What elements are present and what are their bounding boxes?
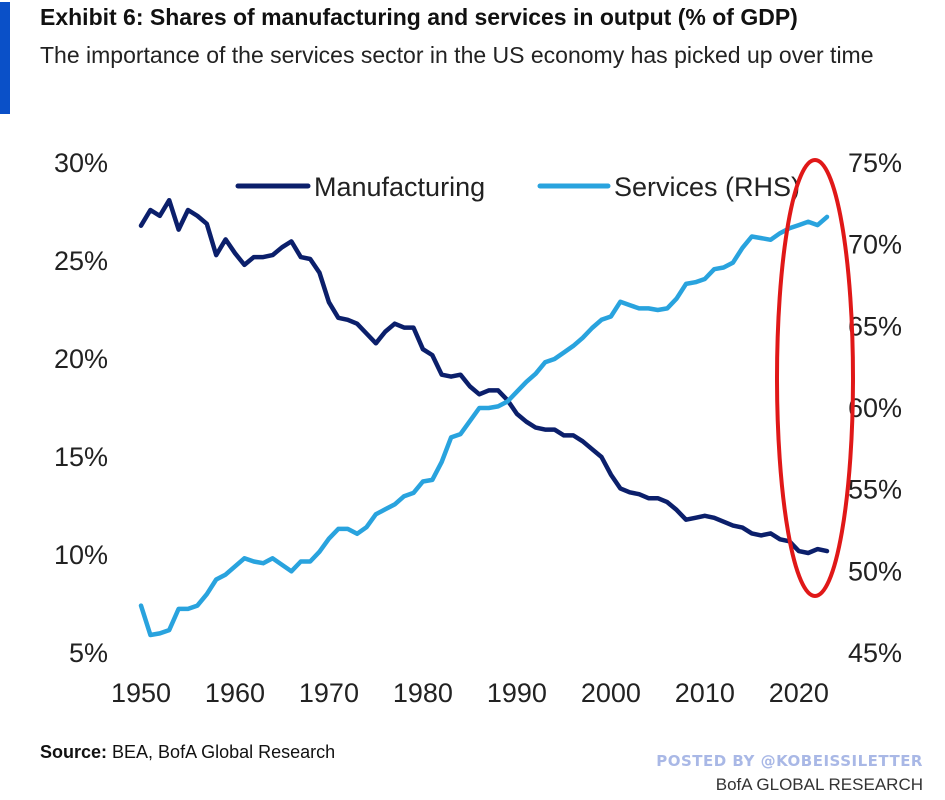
x-axis-tick-label: 1950 bbox=[111, 678, 171, 708]
series-line-manufacturing bbox=[138, 197, 830, 556]
source-note: Source: BEA, BofA Global Research bbox=[40, 742, 335, 763]
x-axis-tick-label: 1980 bbox=[393, 678, 453, 708]
right-axis-tick-label: 45% bbox=[848, 638, 902, 668]
left-axis-tick-label: 30% bbox=[54, 148, 108, 178]
x-axis-tick-label: 1990 bbox=[487, 678, 547, 708]
right-axis-tick-label: 75% bbox=[848, 148, 902, 178]
left-axis-tick-label: 5% bbox=[69, 638, 108, 668]
legend-label: Manufacturing bbox=[314, 172, 485, 202]
x-axis-tick-label: 1970 bbox=[299, 678, 359, 708]
highlight-ellipse bbox=[775, 158, 855, 598]
left-axis-tick-label: 25% bbox=[54, 246, 108, 276]
x-axis-tick-label: 1960 bbox=[205, 678, 265, 708]
chart-subtitle: The importance of the services sector in… bbox=[40, 42, 874, 68]
series-line-services-rhs bbox=[138, 214, 830, 638]
right-axis-tick-label: 60% bbox=[848, 393, 902, 423]
right-axis-tick-label: 70% bbox=[848, 230, 902, 260]
right-axis-tick-label: 55% bbox=[848, 475, 902, 505]
x-axis-tick-label: 2000 bbox=[581, 678, 641, 708]
publisher-label: BofA GLOBAL RESEARCH bbox=[715, 775, 923, 794]
x-axis-tick-label: 2020 bbox=[769, 678, 829, 708]
watermark: POSTED BY @KOBEISSILETTER bbox=[656, 752, 923, 770]
x-axis-tick-label: 2010 bbox=[675, 678, 735, 708]
source-text: BEA, BofA Global Research bbox=[107, 742, 336, 762]
legend-label: Services (RHS) bbox=[614, 172, 800, 202]
chart-title: Exhibit 6: Shares of manufacturing and s… bbox=[40, 4, 798, 30]
accent-bar bbox=[0, 2, 10, 114]
left-axis-tick-label: 10% bbox=[54, 540, 108, 570]
source-label: Source: bbox=[40, 742, 108, 762]
right-axis-tick-label: 50% bbox=[848, 556, 902, 586]
left-axis-tick-label: 20% bbox=[54, 344, 108, 374]
left-axis-tick-label: 15% bbox=[54, 442, 108, 472]
right-axis-tick-label: 65% bbox=[848, 311, 902, 341]
